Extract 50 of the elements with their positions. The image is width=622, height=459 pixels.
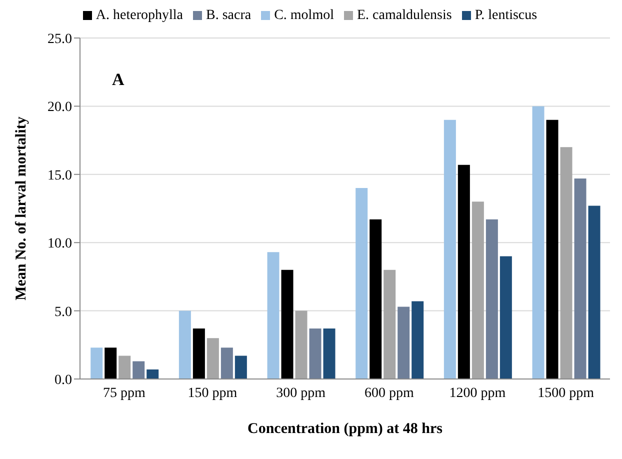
bar [398,306,410,379]
y-tick-label: 5.0 [54,304,72,320]
annotation: A [112,70,124,90]
x-axis-title: Concentration (ppm) at 48 hrs [248,421,443,437]
bar [532,106,544,379]
bar [574,178,586,379]
bar [444,120,456,379]
bar [500,256,512,379]
y-axis-title: Mean No. of larval mortality [13,116,30,300]
bar [412,301,424,379]
bar [281,270,294,379]
bar [323,328,336,379]
bar [356,188,368,379]
y-tick-label: 10.0 [48,236,72,252]
bar [178,310,191,379]
bar [118,356,131,379]
bar [234,356,247,379]
x-tick-label: 1200 ppm [449,386,506,401]
x-tick-label: 75 ppm [102,386,146,401]
x-tick-label: 1500 ppm [538,386,594,401]
legend-label: A. heterophylla [96,8,183,23]
legend-label: B. sacra [206,8,252,23]
legend-label: E. camaldulensis [356,8,452,23]
legend-label: C. molmol [274,8,334,23]
bar [295,310,308,379]
bar [370,219,382,379]
x-tick-label: 300 ppm [276,386,326,401]
y-tick-label: 0.0 [54,372,72,388]
bar [384,270,396,379]
bar [146,369,159,379]
x-tick-label: 600 ppm [364,386,414,401]
bar [546,120,558,379]
bar [104,348,117,379]
bar [472,202,484,379]
bar [486,219,498,379]
x-tick-label: 150 ppm [188,386,238,401]
bar [132,361,145,379]
bar [90,348,103,379]
y-tick-label: 15.0 [48,168,72,184]
bar [267,252,280,379]
y-tick-label: 25.0 [48,32,72,47]
bar [560,147,572,379]
bar [458,164,470,379]
bar [220,348,233,379]
bar [192,328,205,379]
bar [206,338,219,379]
bar [309,328,322,379]
bar [588,206,600,379]
y-tick-label: 20.0 [48,100,72,116]
legend-label: P. lentiscus [474,8,538,23]
